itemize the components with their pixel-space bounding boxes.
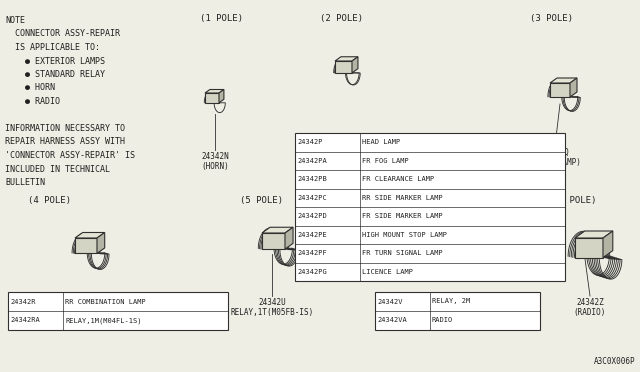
Text: 24342R: 24342R — [10, 298, 35, 305]
Text: RR SIDE MARKER LAMP: RR SIDE MARKER LAMP — [362, 195, 443, 201]
Text: 24342PC: 24342PC — [297, 195, 327, 201]
Text: IS APPLICABLE TO:: IS APPLICABLE TO: — [5, 43, 100, 52]
Text: LICENCE LAMP: LICENCE LAMP — [362, 269, 413, 275]
Polygon shape — [262, 227, 293, 233]
Polygon shape — [603, 231, 613, 257]
Text: 24342V: 24342V — [377, 298, 403, 305]
Polygon shape — [550, 78, 577, 83]
Polygon shape — [219, 90, 224, 103]
Polygon shape — [575, 231, 613, 238]
Text: 24342PF: 24342PF — [297, 250, 327, 256]
Text: A3C0X006P: A3C0X006P — [593, 357, 635, 366]
Text: 24342PA: 24342PA — [297, 158, 327, 164]
Polygon shape — [75, 232, 105, 238]
Text: HIGH MOUNT STOP LAMP: HIGH MOUNT STOP LAMP — [362, 232, 447, 238]
Polygon shape — [335, 57, 358, 61]
Text: FR CLEARANCE LAMP: FR CLEARANCE LAMP — [362, 176, 435, 182]
Polygon shape — [75, 238, 97, 253]
Polygon shape — [335, 61, 352, 73]
Polygon shape — [575, 238, 603, 257]
Polygon shape — [205, 93, 219, 103]
Text: HEAD LAMP: HEAD LAMP — [362, 139, 400, 145]
Text: 24342Z
(RADIO): 24342Z (RADIO) — [574, 298, 606, 317]
Polygon shape — [97, 232, 105, 253]
Text: 24342P: 24342P — [297, 139, 323, 145]
Text: (1 POLE): (1 POLE) — [200, 14, 243, 23]
Text: RR COMBINATION LAMP: RR COMBINATION LAMP — [65, 298, 146, 305]
Text: (5 POLE): (5 POLE) — [240, 196, 283, 205]
Text: 24342Q
(HEAD LAMP): 24342Q (HEAD LAMP) — [529, 148, 580, 167]
Text: (3 POLE): (3 POLE) — [530, 14, 573, 23]
Text: INCLUDED IN TECHNICAL: INCLUDED IN TECHNICAL — [5, 164, 110, 173]
Text: 24342U
RELAY,1T(M05FB-IS): 24342U RELAY,1T(M05FB-IS) — [230, 298, 314, 317]
Polygon shape — [418, 238, 442, 255]
Text: (4 POLE): (4 POLE) — [28, 196, 71, 205]
Bar — [295, 133, 565, 281]
Text: 24342RA: 24342RA — [10, 317, 40, 324]
Text: 'CONNECTOR ASSY-REPAIR' IS: 'CONNECTOR ASSY-REPAIR' IS — [5, 151, 135, 160]
Text: (10 POLE): (10 POLE) — [548, 196, 596, 205]
Text: 24342VA: 24342VA — [377, 317, 407, 324]
Text: INFORMATION NECESSARY TO: INFORMATION NECESSARY TO — [5, 124, 125, 133]
Text: ● STANDARD RELAY: ● STANDARD RELAY — [5, 70, 105, 79]
Text: 24342N
(HORN): 24342N (HORN) — [201, 152, 229, 171]
Text: 24342PB: 24342PB — [297, 176, 327, 182]
Text: 24342PE: 24342PE — [297, 232, 327, 238]
Text: CONNECTOR ASSY-REPAIR: CONNECTOR ASSY-REPAIR — [5, 29, 120, 38]
Polygon shape — [442, 232, 451, 255]
Text: RELAY,1M(M04FL-1S): RELAY,1M(M04FL-1S) — [65, 317, 141, 324]
Polygon shape — [352, 57, 358, 73]
Polygon shape — [262, 233, 285, 249]
Text: 24342PG: 24342PG — [297, 269, 327, 275]
Text: ● HORN: ● HORN — [5, 83, 55, 93]
Polygon shape — [550, 83, 570, 97]
Text: FR SIDE MARKER LAMP: FR SIDE MARKER LAMP — [362, 213, 443, 219]
Text: (2 POLE): (2 POLE) — [320, 14, 363, 23]
Text: FR FOG LAMP: FR FOG LAMP — [362, 158, 409, 164]
Polygon shape — [285, 227, 293, 249]
Bar — [8, 292, 228, 330]
Text: BULLETIN: BULLETIN — [5, 178, 45, 187]
Polygon shape — [418, 232, 451, 238]
Text: 24342PD: 24342PD — [297, 213, 327, 219]
Text: NOTE: NOTE — [5, 16, 25, 25]
Text: (6 POLE): (6 POLE) — [400, 196, 443, 205]
Text: ● RADIO: ● RADIO — [5, 97, 60, 106]
Bar — [375, 292, 540, 330]
Text: RELAY, 2M: RELAY, 2M — [432, 298, 470, 305]
Text: FR TURN SIGNAL LAMP: FR TURN SIGNAL LAMP — [362, 250, 443, 256]
Polygon shape — [205, 90, 224, 93]
Text: REPAIR HARNESS ASSY WITH: REPAIR HARNESS ASSY WITH — [5, 138, 125, 147]
Text: ● EXTERIOR LAMPS: ● EXTERIOR LAMPS — [5, 57, 105, 65]
Text: RADIO: RADIO — [432, 317, 453, 324]
Polygon shape — [570, 78, 577, 97]
